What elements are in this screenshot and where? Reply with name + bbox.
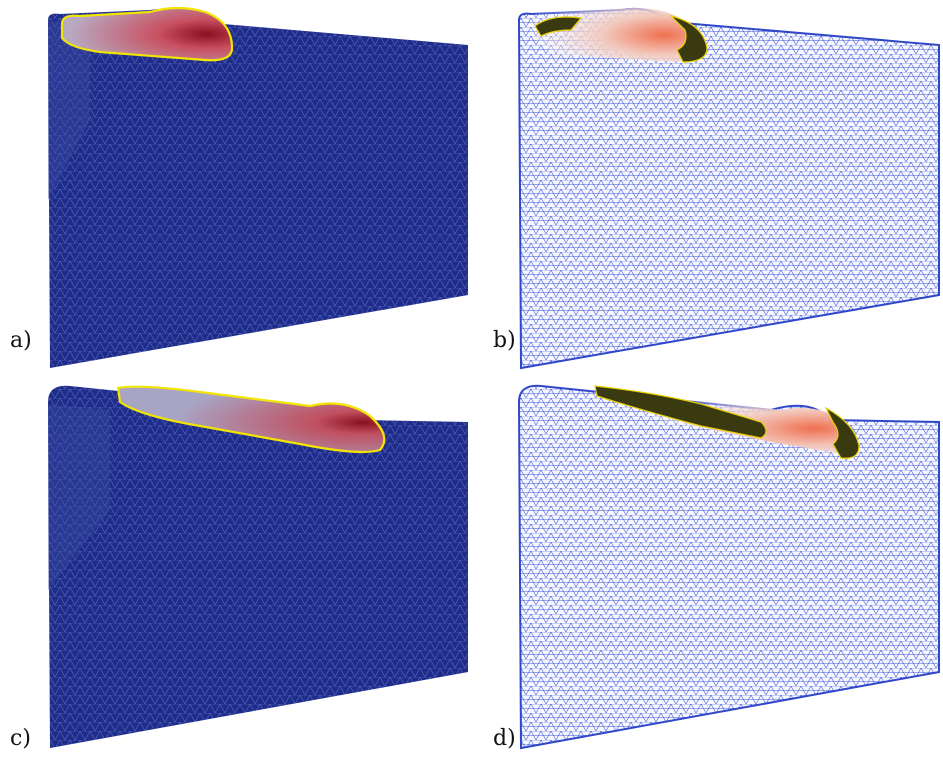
panel-label: c) — [10, 726, 31, 751]
panel-label: b) — [493, 328, 516, 353]
melt-pool — [62, 8, 232, 61]
pool-boundary — [60, 6, 234, 62]
panel-a: a) — [0, 0, 472, 380]
mesh-render-c — [48, 385, 468, 748]
mesh-render-a — [48, 6, 468, 368]
pool-edge-band — [534, 16, 583, 37]
panel-c: c) — [0, 380, 472, 760]
panel-label: d) — [493, 726, 516, 751]
panel-d: d) — [471, 380, 943, 760]
panel-b: b) — [471, 0, 943, 380]
panel-label: a) — [10, 328, 32, 353]
melt-pool — [118, 386, 385, 452]
mesh-render-b — [517, 7, 940, 370]
pool-boundary — [116, 385, 386, 454]
pool-edge-band — [594, 385, 767, 439]
mesh-render-d — [517, 384, 940, 750]
